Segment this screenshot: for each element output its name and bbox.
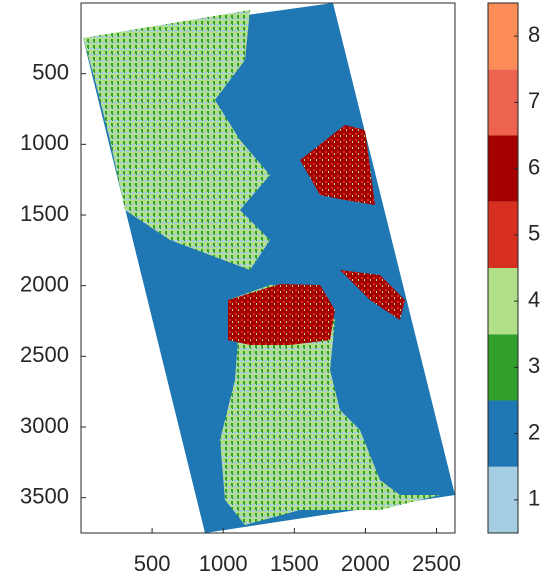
x-tick-label: 2000 (341, 551, 390, 576)
east-bay (340, 270, 405, 320)
y-tick-label: 500 (32, 59, 69, 84)
x-tick-label: 1000 (199, 551, 248, 576)
y-tick-label: 1500 (20, 201, 69, 226)
colorbar-tick-label: 6 (528, 154, 540, 179)
colorbar-segment (488, 135, 518, 202)
x-tick-label: 500 (134, 551, 171, 576)
y-tick-label: 2000 (20, 271, 69, 296)
y-tick-label: 3500 (20, 483, 69, 508)
classification-map (83, 3, 455, 533)
colorbar-segment (488, 69, 518, 136)
colorbar-tick-label: 3 (528, 353, 540, 378)
sf-urban (228, 284, 335, 345)
colorbar-tick-label: 8 (528, 22, 540, 47)
axes: 500 1000 1500 2000 2500 500 1000 1500 2000 2500 30… (20, 59, 461, 575)
colorbar-tick-label: 4 (528, 287, 540, 312)
colorbar-segment (488, 400, 518, 467)
colorbar-tick-label: 1 (528, 486, 540, 511)
y-tick-label: 2500 (20, 342, 69, 367)
x-tick-label: 1500 (270, 551, 319, 576)
colorbar-segment (488, 3, 518, 70)
colorbar: 1 2 3 4 5 6 7 8 (487, 2, 540, 534)
colorbar-segment (488, 268, 518, 335)
x-tick-label: 2500 (412, 551, 461, 576)
colorbar-tick-label: 7 (528, 88, 540, 113)
plot-frame (80, 2, 456, 534)
colorbar-segment (488, 334, 518, 401)
east-land (300, 125, 375, 205)
colorbar-tick-label: 5 (528, 221, 540, 246)
y-tick-label: 1000 (20, 130, 69, 155)
north-land (83, 10, 270, 270)
colorbar-segment (488, 201, 518, 268)
colorbar-tick-label: 2 (528, 419, 540, 444)
colorbar-frame (487, 2, 519, 534)
colorbar-segment (488, 466, 518, 533)
y-tick-label: 3000 (20, 413, 69, 438)
